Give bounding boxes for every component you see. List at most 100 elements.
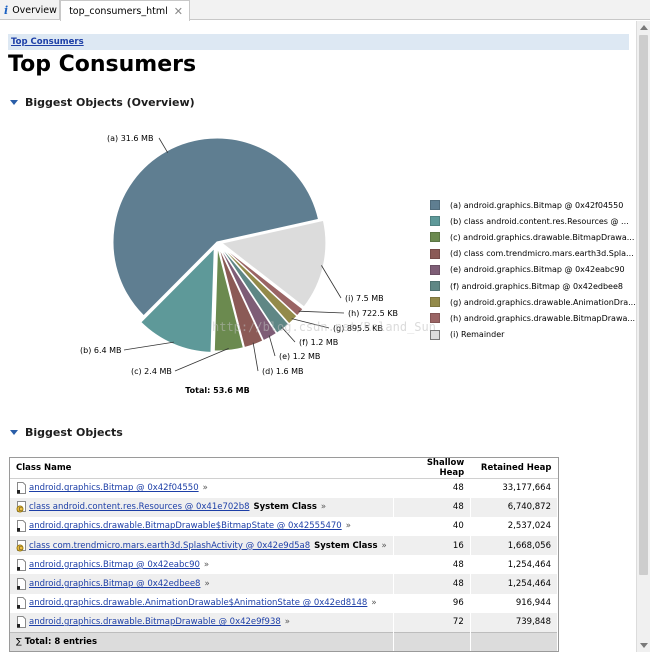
more-menu-icon[interactable]: »	[371, 598, 377, 609]
more-menu-icon[interactable]: »	[320, 502, 327, 513]
pie-slice-e[interactable]	[218, 246, 278, 342]
object-icon	[17, 558, 26, 571]
object-icon	[17, 597, 26, 610]
leader-line-d	[252, 342, 259, 372]
class-name-cell: android.graphics.drawable.BitmapDrawable…	[10, 516, 394, 537]
shallow-heap-cell: 48	[392, 555, 471, 575]
scroll-down-arrow-icon[interactable]	[640, 643, 648, 648]
table-row[interactable]: android.graphics.drawable.BitmapDrawable…	[10, 612, 559, 632]
tab-overview[interactable]: i Overview	[0, 0, 60, 20]
object-icon	[17, 482, 26, 495]
legend-label-i: (i) Remainder	[450, 330, 505, 340]
close-icon[interactable]: ✕	[173, 4, 183, 18]
object-link[interactable]: android.graphics.drawable.BitmapDrawable…	[29, 617, 281, 628]
retained-heap-cell: 1,254,464	[469, 555, 559, 575]
pie-slice-g[interactable]	[220, 245, 298, 325]
more-menu-icon[interactable]: »	[203, 559, 210, 570]
slice-label-f: (f) 1.2 MB	[299, 338, 338, 347]
column-header-retained-heap[interactable]: Retained Heap	[470, 458, 558, 479]
object-icon	[17, 616, 26, 629]
breadcrumb-link-top-consumers[interactable]: Top Consumers	[11, 37, 84, 47]
table-row[interactable]: android.graphics.Bitmap @ 0x42edbee8» 48 1…	[10, 574, 559, 594]
tab-active-label: top_consumers_html	[69, 5, 168, 17]
column-header-class-name[interactable]: Class Name	[10, 458, 394, 479]
legend-label-g: (g) android.graphics.drawable.AnimationD…	[450, 297, 635, 307]
object-link[interactable]: class com.trendmicro.mars.earth3d.Splash…	[29, 540, 311, 551]
pie-slice-b[interactable]	[140, 247, 215, 353]
collapse-chevron-icon[interactable]	[10, 100, 18, 105]
object-link[interactable]: android.graphics.Bitmap @ 0x42eabc90	[29, 559, 200, 570]
retained-heap-cell: 2,537,024	[469, 516, 559, 537]
section-title: Biggest Objects (Overview)	[25, 96, 195, 109]
legend-label-f: (f) android.graphics.Bitmap @ 0x42edbee8	[450, 281, 623, 291]
breadcrumb: Top Consumers	[8, 34, 629, 50]
object-icon	[17, 520, 26, 533]
leader-line-g	[291, 318, 330, 329]
tab-top-consumers-html[interactable]: top_consumers_html ✕	[60, 0, 190, 21]
scroll-up-arrow-icon[interactable]	[640, 25, 648, 30]
object-link[interactable]: android.graphics.Bitmap @ 0x42edbee8	[29, 579, 201, 590]
object-link[interactable]: android.graphics.drawable.BitmapDrawable…	[29, 521, 342, 532]
table-total-row: ∑ Total: 8 entries	[10, 631, 559, 652]
legend-swatch-f	[430, 281, 440, 292]
shallow-heap-cell: 48	[392, 497, 471, 517]
collapse-chevron-icon[interactable]	[10, 430, 18, 435]
section-biggest-objects[interactable]: Biggest Objects	[10, 426, 123, 439]
vertical-scrollbar[interactable]	[636, 21, 650, 652]
table-row[interactable]: android.graphics.drawable.AnimationDrawa…	[10, 593, 559, 613]
column-header-shallow-heap[interactable]: Shallow Heap	[393, 458, 471, 479]
leader-line-e	[268, 335, 276, 357]
object-icon	[17, 578, 26, 591]
tab-overview-label: Overview	[12, 4, 57, 16]
section-biggest-objects-overview[interactable]: Biggest Objects (Overview)	[10, 96, 195, 109]
more-menu-icon[interactable]: »	[204, 579, 210, 590]
legend-label-c: (c) android.graphics.drawable.BitmapDraw…	[450, 232, 635, 242]
more-menu-icon[interactable]: »	[345, 521, 351, 532]
legend-label-e: (e) android.graphics.Bitmap @ 0x42eabc90	[450, 265, 625, 275]
total-cell: ∑ Total: 8 entries	[10, 631, 394, 652]
legend-label-b: (b) class android.content.res.Resources …	[450, 216, 629, 226]
legend-label-d: (d) class com.trendmicro.mars.earth3d.Sp…	[450, 249, 634, 259]
leader-line-b	[123, 341, 174, 351]
section-title: Biggest Objects	[25, 426, 123, 439]
editor-tab-bar: i Overview top_consumers_html ✕	[0, 0, 650, 21]
leader-line-h	[298, 310, 345, 314]
slice-label-h: (h) 722.5 KB	[348, 309, 398, 318]
sigma-icon: ∑	[16, 636, 22, 647]
legend-swatch-c	[430, 232, 440, 243]
legend-item-f: (f) android.graphics.Bitmap @ 0x42edbee8	[430, 278, 635, 294]
slice-label-c: (c) 2.4 MB	[131, 367, 172, 376]
leader-line-f	[281, 326, 296, 343]
retained-heap-cell: 1,254,464	[469, 574, 559, 594]
page-title: Top Consumers	[8, 52, 197, 77]
object-link[interactable]: android.graphics.Bitmap @ 0x42f04550	[29, 483, 199, 494]
class-name-cell: android.graphics.drawable.BitmapDrawable…	[10, 612, 394, 632]
table-row[interactable]: android.graphics.Bitmap @ 0x42eabc90» 48 1…	[10, 555, 559, 575]
legend-swatch-d	[430, 248, 440, 259]
legend-label-h: (h) android.graphics.drawable.BitmapDraw…	[450, 313, 635, 323]
table-row[interactable]: android.graphics.drawable.BitmapDrawable…	[10, 516, 559, 537]
pie-slice-c[interactable]	[213, 246, 244, 352]
biggest-objects-table: Class Name Shallow Heap Retained Heap an…	[9, 457, 559, 652]
scroll-thumb[interactable]	[639, 35, 648, 575]
more-menu-icon[interactable]: »	[202, 483, 208, 494]
pie-chart: (i) 7.5 MB (h) 722.5 KB (g) 895.5 KB (f) 1.…	[80, 134, 398, 376]
svg-text:C: C	[19, 546, 23, 552]
class-name-cell: android.graphics.Bitmap @ 0x42f04550»	[10, 478, 394, 498]
more-menu-icon[interactable]: »	[284, 617, 290, 628]
retained-heap-cell: 916,944	[469, 593, 559, 613]
shallow-heap-cell: 72	[392, 612, 471, 632]
object-link[interactable]: class android.content.res.Resources @ 0x…	[29, 502, 250, 513]
shallow-heap-cell: 48	[392, 478, 471, 498]
table-row[interactable]: android.graphics.Bitmap @ 0x42f04550» 48 3…	[10, 478, 559, 498]
object-link[interactable]: android.graphics.drawable.AnimationDrawa…	[29, 598, 368, 609]
more-menu-icon[interactable]: »	[381, 540, 387, 551]
shallow-heap-cell: 96	[392, 593, 471, 613]
legend-swatch-b	[430, 216, 440, 227]
info-icon: i	[4, 3, 9, 17]
pie-slice-i[interactable]	[220, 219, 327, 308]
